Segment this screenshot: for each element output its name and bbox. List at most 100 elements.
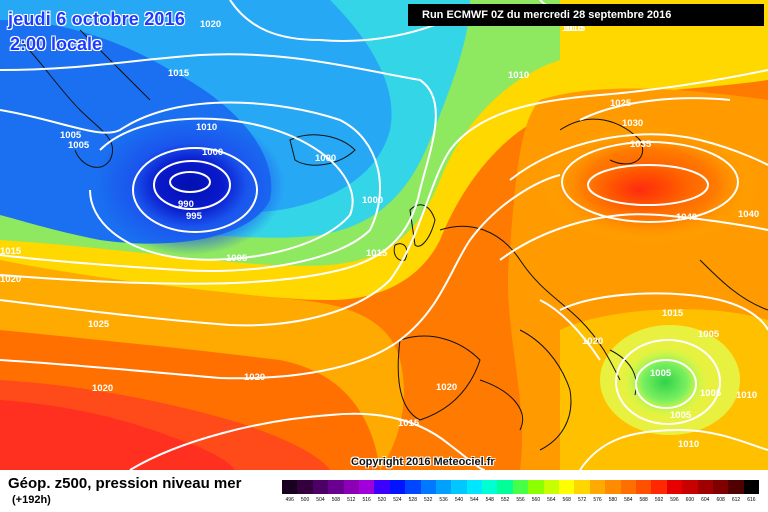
scale-swatch xyxy=(666,480,683,494)
isobar-label: 995 xyxy=(186,211,203,222)
legend-bar: Géop. z500, pression niveau mer (+192h) … xyxy=(0,470,768,512)
scale-tick-label: 600 xyxy=(685,497,695,503)
isobar-label: 1000 xyxy=(315,153,336,164)
scale-tick-label: 552 xyxy=(500,497,510,503)
scale-tick-label: 588 xyxy=(639,497,648,503)
scale-tick-label: 508 xyxy=(331,497,341,503)
scale-swatch xyxy=(543,480,560,494)
scale-swatch xyxy=(528,480,544,494)
scale-tick-label: 560 xyxy=(531,497,541,503)
isobar-label: 1040 xyxy=(676,212,697,223)
scale-tick-label: 544 xyxy=(470,497,479,503)
scale-tick-label: 516 xyxy=(362,497,371,503)
scale-swatch xyxy=(651,480,667,494)
isobar-label: 1020 xyxy=(92,383,113,394)
scale-swatch xyxy=(559,480,575,494)
coastlines xyxy=(19,29,768,451)
isobar-label: 1010 xyxy=(562,23,583,34)
isobar-label: 1020 xyxy=(582,336,603,347)
scale-tick-label: 500 xyxy=(300,497,310,503)
scale-tick-label: 572 xyxy=(577,497,587,503)
color-scale: 496 500 504 508 512 516 520 524 528 532 536 540 544 5… xyxy=(282,480,760,503)
scale-cell: 548 xyxy=(482,480,498,503)
isobar-label: 1005 xyxy=(68,140,90,151)
isobar-label: 1020 xyxy=(0,274,21,285)
scale-cell: 604 xyxy=(697,480,713,503)
scale-cell: 560 xyxy=(528,480,544,503)
scale-swatch xyxy=(682,480,698,494)
scale-cell: 544 xyxy=(466,480,483,503)
isobar-label: 1020 xyxy=(244,372,265,383)
isobar-label: 1025 xyxy=(610,98,632,109)
isobar-label: 1010 xyxy=(736,390,757,401)
copyright-notice: Copyright 2016 Meteociel.fr xyxy=(351,456,495,468)
isobar-label: 1005 xyxy=(650,368,672,379)
isobar-label: 1010 xyxy=(678,439,699,450)
scale-cell: 572 xyxy=(574,480,590,503)
isobar-label: 1005 xyxy=(564,23,586,34)
scale-swatch xyxy=(389,480,406,494)
isobar-label: 1010 xyxy=(196,122,217,133)
scale-cell: 528 xyxy=(405,480,421,503)
scale-tick-label: 528 xyxy=(408,497,417,503)
scale-tick-label: 520 xyxy=(377,497,387,503)
isobar-label: 1015 xyxy=(662,308,684,319)
isobar-label: 1005 xyxy=(700,388,722,399)
scale-tick-label: 540 xyxy=(454,497,464,503)
scale-cell: 496 xyxy=(282,480,298,503)
scale-cell: 580 xyxy=(605,480,621,503)
model-run-text: Run ECMWF 0Z du mercredi 28 septembre 20… xyxy=(422,9,672,21)
scale-swatch xyxy=(420,480,436,494)
isobar-label: 1005 xyxy=(670,410,692,421)
scale-swatch xyxy=(697,480,713,494)
isobar-label: 1005 xyxy=(698,329,720,340)
scale-cell: 584 xyxy=(620,480,636,503)
legend-title: Géop. z500, pression niveau mer xyxy=(8,475,242,492)
isobar-label: 1040 xyxy=(738,209,759,220)
isobar-label: 1010 xyxy=(508,70,529,81)
scale-swatch xyxy=(343,480,359,494)
isobar-label: 1005 xyxy=(226,253,248,264)
isobar-label: 1035 xyxy=(630,139,652,150)
scale-swatch xyxy=(635,480,652,494)
scale-cell: 552 xyxy=(497,480,513,503)
scale-swatch xyxy=(358,480,375,494)
scale-tick-label: 564 xyxy=(547,497,556,503)
isobar-label: 1000 xyxy=(202,147,223,158)
isobar-label: 990 xyxy=(178,199,194,210)
scale-cell: 616 xyxy=(743,480,760,503)
scale-tick-label: 524 xyxy=(393,497,402,503)
scale-cell: 612 xyxy=(728,480,744,503)
scale-tick-label: 604 xyxy=(701,497,710,503)
scale-tick-label: 584 xyxy=(624,497,633,503)
scale-tick-label: 616 xyxy=(747,497,756,503)
isobar-label: 1020 xyxy=(436,382,457,393)
scale-tick-label: 612 xyxy=(731,497,741,503)
legend-subtitle: (+192h) xyxy=(12,494,51,506)
scale-cell: 500 xyxy=(297,480,313,503)
scale-tick-label: 536 xyxy=(439,497,448,503)
scale-tick-label: 568 xyxy=(562,497,571,503)
isobar-label: 1030 xyxy=(622,118,643,129)
scale-cell: 588 xyxy=(635,480,652,503)
scale-cell: 556 xyxy=(512,480,529,503)
scale-tick-label: 512 xyxy=(347,497,356,503)
isobar-label: 1015 xyxy=(366,248,388,259)
forecast-time: 2:00 locale xyxy=(10,34,103,54)
scale-tick-label: 596 xyxy=(670,497,679,503)
scale-swatch xyxy=(743,480,760,494)
scale-swatch xyxy=(451,480,467,494)
scale-cell: 540 xyxy=(451,480,467,503)
scale-swatch xyxy=(712,480,729,494)
scale-cell: 508 xyxy=(328,480,344,503)
scale-swatch xyxy=(620,480,636,494)
scale-swatch xyxy=(282,480,298,494)
scale-swatch xyxy=(297,480,313,494)
scale-cell: 576 xyxy=(589,480,606,503)
scale-tick-label: 576 xyxy=(593,497,602,503)
isobar-label: 1025 xyxy=(88,319,110,330)
scale-tick-label: 556 xyxy=(516,497,525,503)
scale-cell: 504 xyxy=(312,480,329,503)
scale-swatch xyxy=(435,480,452,494)
scale-swatch xyxy=(374,480,390,494)
